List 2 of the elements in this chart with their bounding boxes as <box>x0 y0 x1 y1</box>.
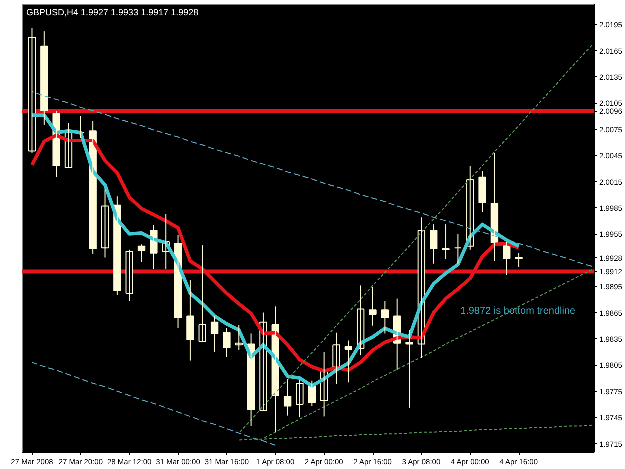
annotation: 1.9872 is bottom trendline <box>460 306 576 317</box>
chart-title: GBPUSD,H4 1.9927 1.9933 1.9917 1.9928 <box>26 8 199 18</box>
